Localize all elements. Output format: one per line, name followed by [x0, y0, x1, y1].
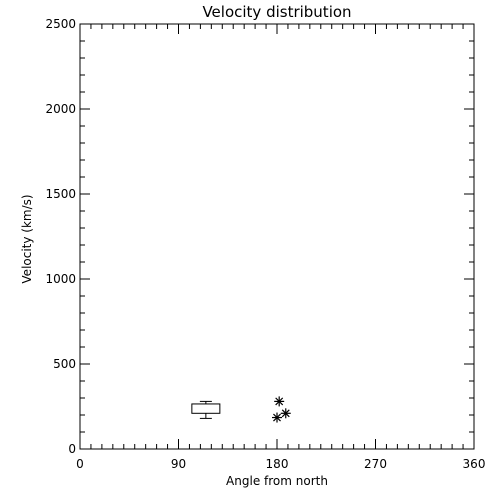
outlier-point — [274, 396, 285, 407]
asterisk-stroke — [273, 413, 281, 422]
x-tick-label: 0 — [76, 457, 84, 471]
y-tick-label: 2000 — [45, 102, 76, 116]
outlier-point — [272, 412, 282, 423]
box-body — [191, 403, 221, 414]
x-axis-label: Angle from north — [226, 474, 328, 488]
y-axis-label: Velocity (km/s) — [20, 194, 34, 283]
chart-title: Velocity distribution — [202, 3, 351, 21]
x-tick-label: 270 — [364, 457, 387, 471]
outlier-point — [280, 408, 291, 419]
data-marks — [191, 396, 291, 423]
asterisk-stroke — [281, 409, 290, 418]
y-tick-label: 1000 — [45, 272, 76, 286]
y-tick-label: 0 — [68, 442, 76, 456]
plot-frame — [79, 23, 475, 450]
asterisk-stroke — [275, 397, 284, 406]
y-tick-label: 1500 — [45, 187, 76, 201]
y-tick-label: 2500 — [45, 17, 76, 31]
x-tick-label: 360 — [463, 457, 486, 471]
x-tick-label: 180 — [266, 457, 289, 471]
axis-ticks: 0 90 180 270 360 0 500 1000 1500 2000 2500 — [45, 17, 485, 471]
x-tick-label: 90 — [171, 457, 186, 471]
y-tick-label: 500 — [53, 357, 76, 371]
